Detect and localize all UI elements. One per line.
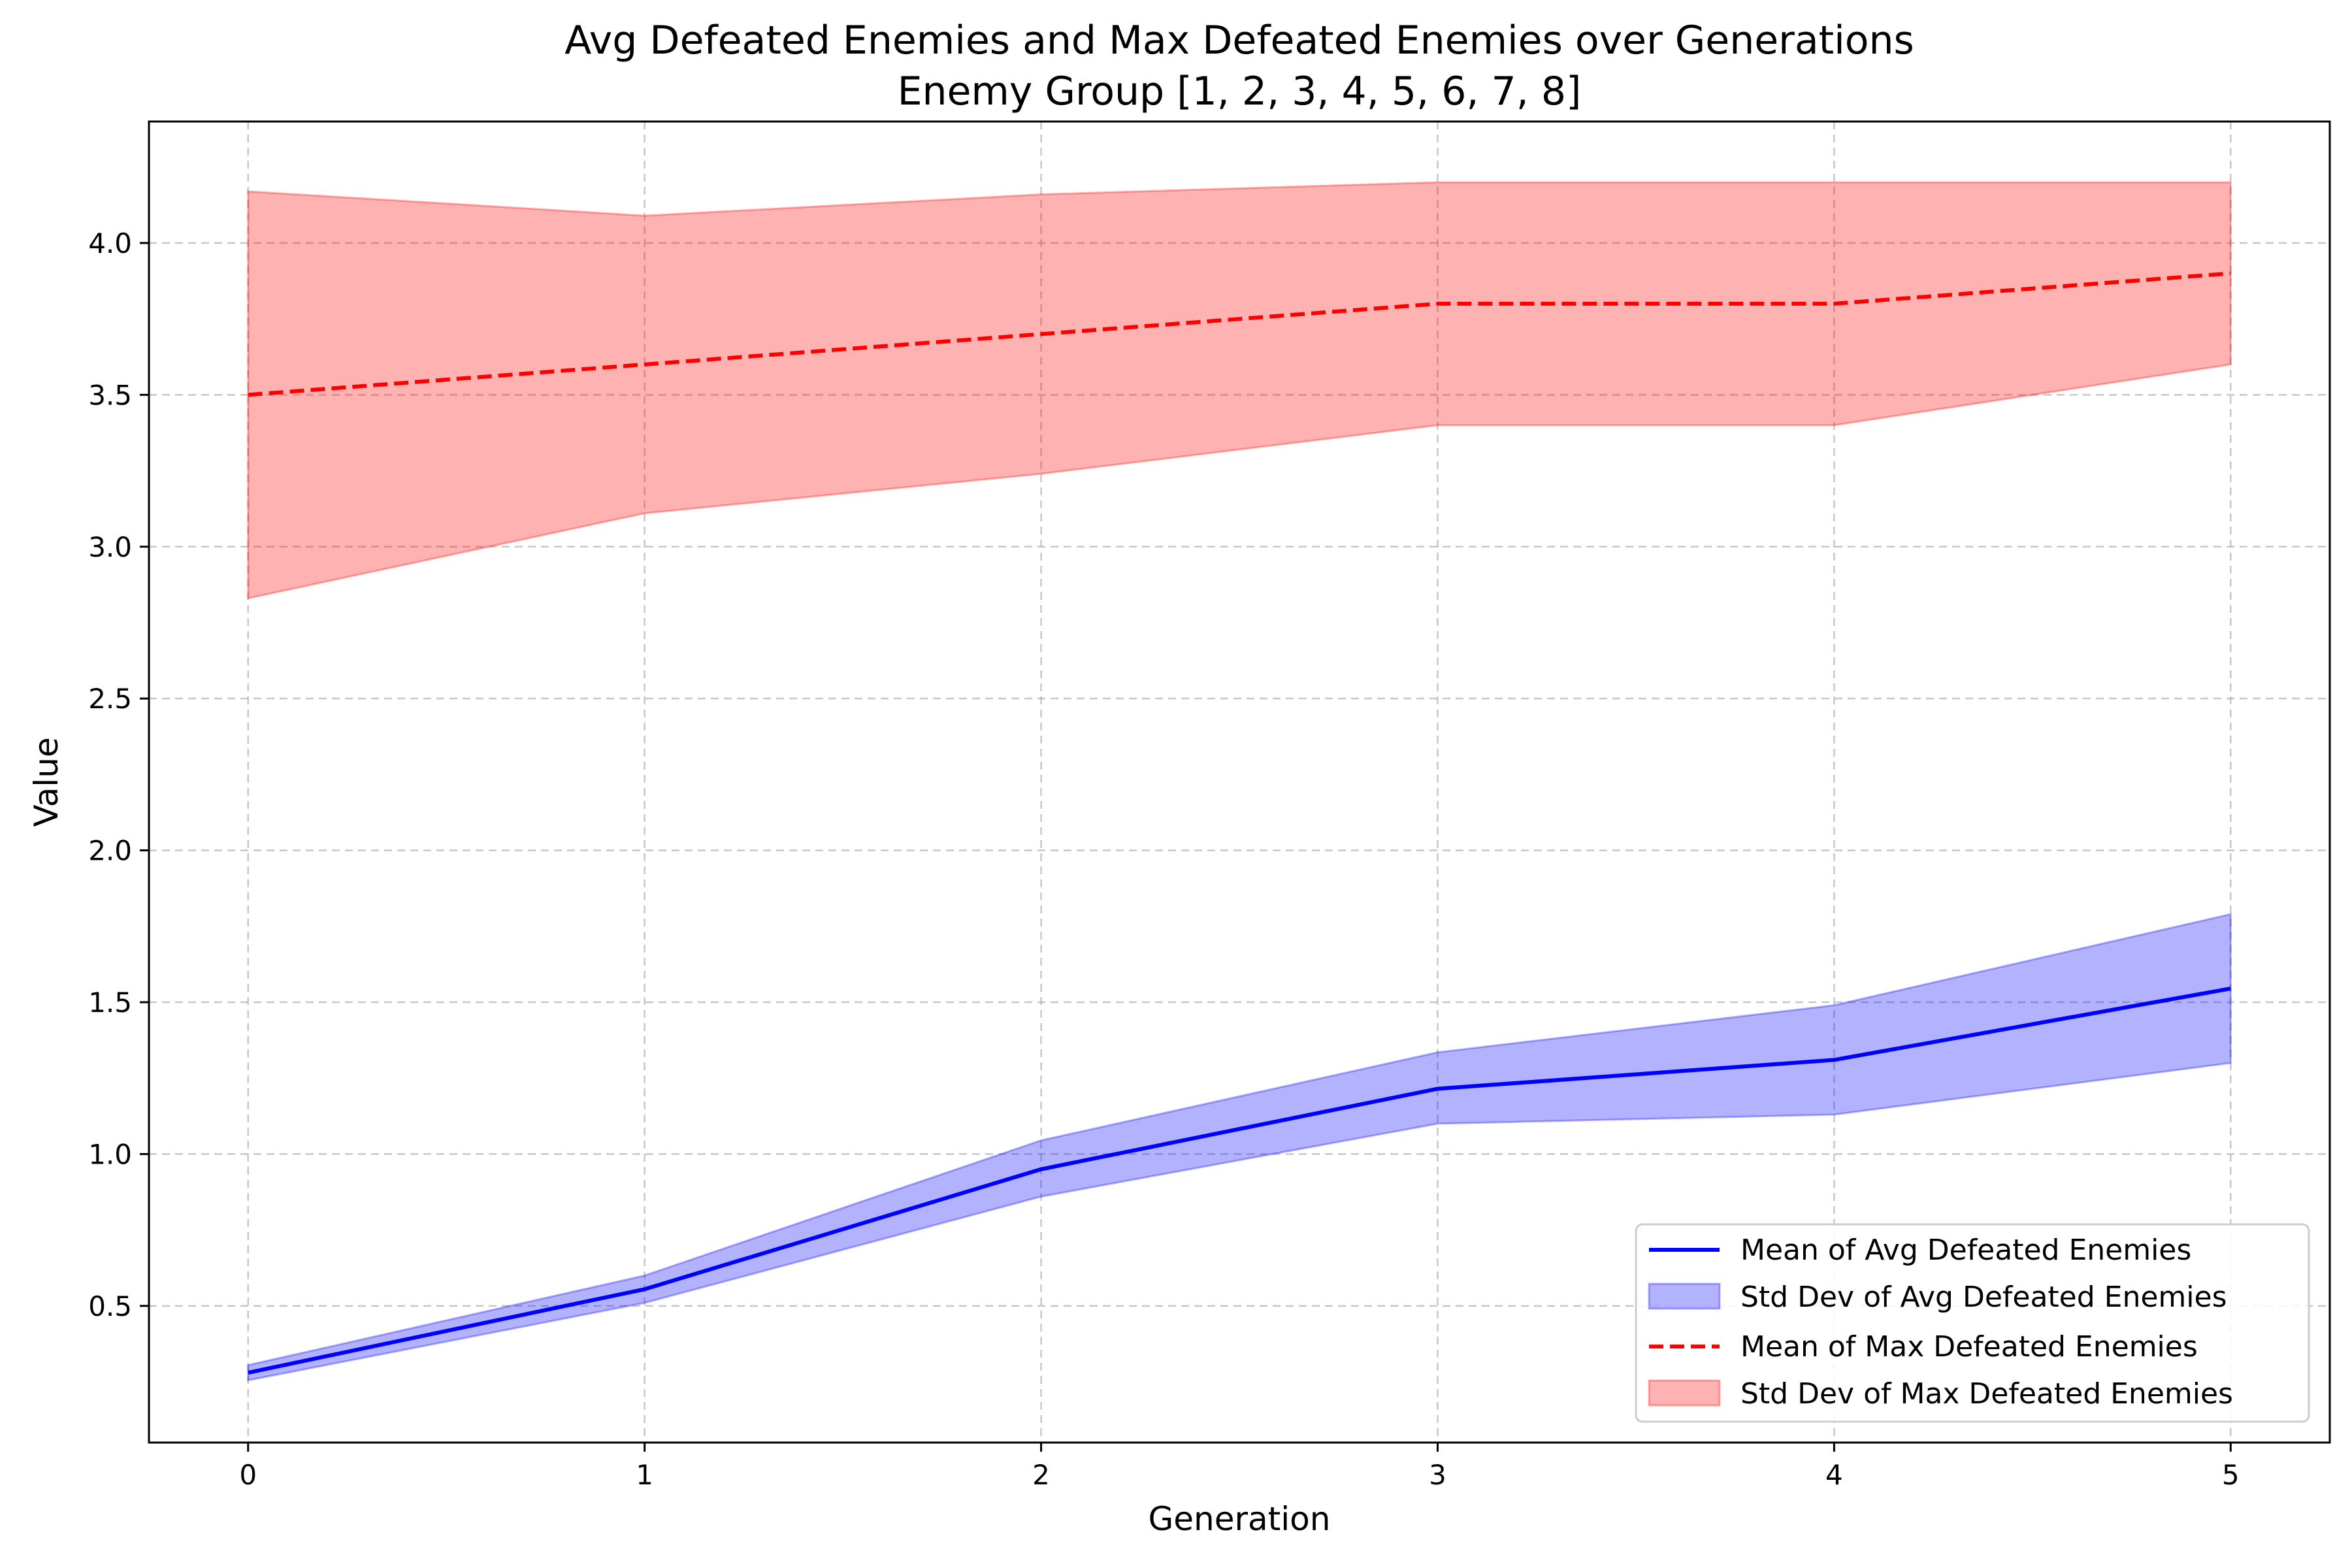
legend-label-std-avg: Std Dev of Avg Defeated Enemies [1740, 1281, 2227, 1314]
x-tick-label: 1 [636, 1459, 653, 1491]
legend-label-mean-max: Mean of Max Defeated Enemies [1740, 1330, 2198, 1364]
y-tick-label: 1.5 [88, 987, 132, 1019]
y-tick-label: 4.0 [88, 227, 132, 259]
y-tick-label: 2.0 [88, 835, 132, 867]
x-tick-label: 3 [1429, 1459, 1446, 1491]
legend-swatch-std-max [1649, 1380, 1720, 1405]
chart-title: Avg Defeated Enemies and Max Defeated En… [564, 18, 1914, 63]
legend-label-std-max: Std Dev of Max Defeated Enemies [1740, 1377, 2233, 1411]
y-tick-label: 0.5 [88, 1290, 132, 1322]
x-axis-label: Generation [1149, 1500, 1331, 1538]
y-axis-label: Value [27, 737, 65, 826]
chart-subtitle: Enemy Group [1, 2, 3, 4, 5, 6, 7, 8] [898, 69, 1582, 114]
x-tick-label: 0 [239, 1459, 257, 1491]
legend: Mean of Avg Defeated Enemies Std Dev of … [1636, 1224, 2309, 1422]
y-tick-label: 3.0 [88, 531, 132, 563]
x-tick-label: 5 [2222, 1459, 2240, 1491]
y-tick-label: 3.5 [88, 379, 132, 411]
x-tick-label: 4 [1825, 1459, 1843, 1491]
y-tick-label: 2.5 [88, 683, 132, 715]
legend-swatch-std-avg [1649, 1284, 1720, 1309]
legend-label-mean-avg: Mean of Avg Defeated Enemies [1740, 1233, 2191, 1267]
x-tick-label: 2 [1032, 1459, 1050, 1491]
y-tick-label: 1.0 [88, 1138, 132, 1170]
